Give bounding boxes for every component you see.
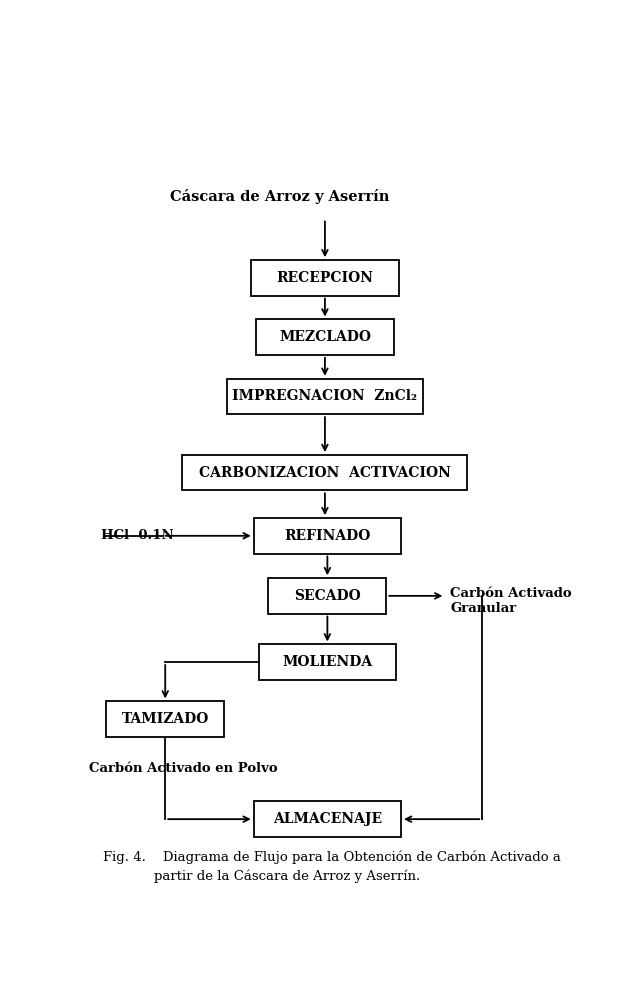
FancyBboxPatch shape [259,644,396,680]
Text: MEZCLADO: MEZCLADO [279,330,371,344]
Text: SECADO: SECADO [294,589,361,603]
FancyBboxPatch shape [183,455,467,490]
Text: partir de la Cáscara de Arroz y Aserrín.: partir de la Cáscara de Arroz y Aserrín. [103,869,420,883]
Text: REFINADO: REFINADO [284,529,370,543]
Text: CARBONIZACION  ACTIVACION: CARBONIZACION ACTIVACION [199,466,451,480]
Text: IMPREGNACION  ZnCl₂: IMPREGNACION ZnCl₂ [233,389,417,403]
FancyBboxPatch shape [268,578,386,614]
FancyBboxPatch shape [107,701,224,737]
Text: ALMACENAJE: ALMACENAJE [273,812,382,826]
FancyBboxPatch shape [256,319,394,355]
Text: Carbón Activado
Granular: Carbón Activado Granular [450,587,572,615]
Text: TAMIZADO: TAMIZADO [122,712,209,726]
Text: Fig. 4.    Diagrama de Flujo para la Obtención de Carbón Activado a: Fig. 4. Diagrama de Flujo para la Obtenc… [103,851,560,864]
Text: Cáscara de Arroz y Aserrín: Cáscara de Arroz y Aserrín [170,190,389,205]
Text: RECEPCION: RECEPCION [276,271,373,285]
FancyBboxPatch shape [254,801,401,837]
FancyBboxPatch shape [251,260,399,296]
Text: MOLIENDA: MOLIENDA [282,655,372,669]
Text: Carbón Activado en Polvo: Carbón Activado en Polvo [89,762,278,775]
Text: HCl  0.1N: HCl 0.1N [101,529,174,542]
FancyBboxPatch shape [227,379,424,414]
FancyBboxPatch shape [254,518,401,554]
